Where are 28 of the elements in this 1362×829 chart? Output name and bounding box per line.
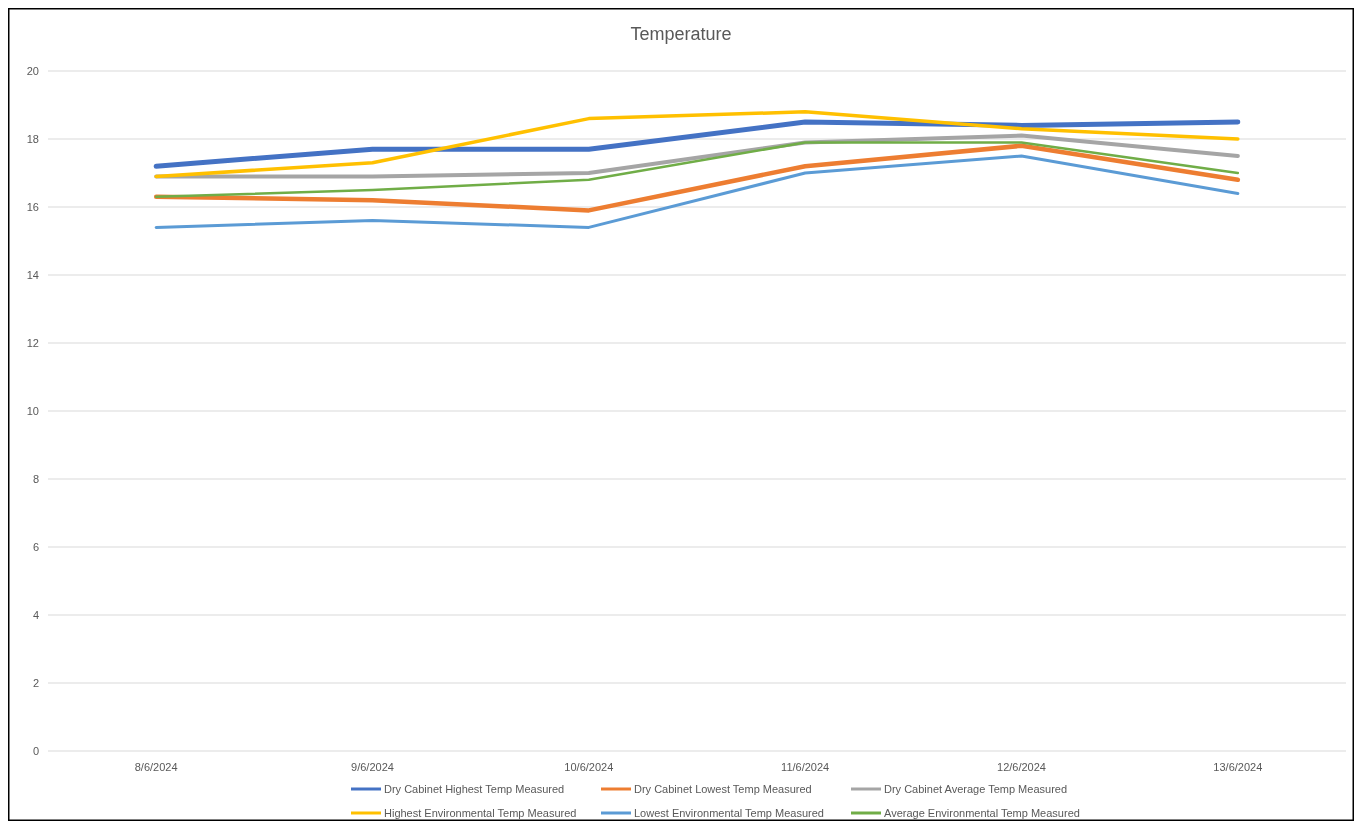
y-tick-label: 2 [32, 676, 39, 689]
legend-label: Dry Cabinet Lowest Temp Measured [634, 782, 812, 795]
legend-label: Dry Cabinet Highest Temp Measured [384, 782, 565, 795]
line-series [154, 141, 1240, 199]
legend-label: Average Environmental Temp Measured [884, 806, 1080, 819]
legend-label: Highest Environmental Temp Measured [384, 806, 577, 819]
x-tick-label: 9/6/2024 [351, 761, 394, 773]
x-tick-label: 12/6/2024 [997, 761, 1046, 773]
y-tick-label: 10 [26, 404, 39, 417]
chart-title: Temperature [630, 24, 732, 44]
y-tick-label: 14 [26, 268, 39, 281]
y-tick-label: 8 [32, 472, 39, 485]
x-tick-label: 11/6/2024 [781, 761, 830, 773]
y-tick-label: 4 [32, 608, 39, 621]
y-tick-label: 12 [26, 336, 39, 349]
y-tick-label: 0 [32, 744, 39, 757]
y-tick-label: 20 [26, 64, 39, 77]
x-tick-label: 8/6/2024 [134, 761, 178, 773]
line-series [154, 110, 1240, 179]
line-series [154, 154, 1240, 229]
x-tick-label: 13/6/2024 [1213, 761, 1263, 773]
legend-label: Lowest Environmental Temp Measured [634, 806, 824, 819]
y-tick-label: 6 [32, 540, 39, 553]
y-tick-label: 18 [26, 132, 39, 145]
y-tick-label: 16 [26, 200, 39, 213]
legend-label: Dry Cabinet Average Temp Measured [884, 782, 1068, 795]
line-series [153, 143, 1241, 213]
x-tick-label: 10/6/2024 [564, 761, 614, 773]
